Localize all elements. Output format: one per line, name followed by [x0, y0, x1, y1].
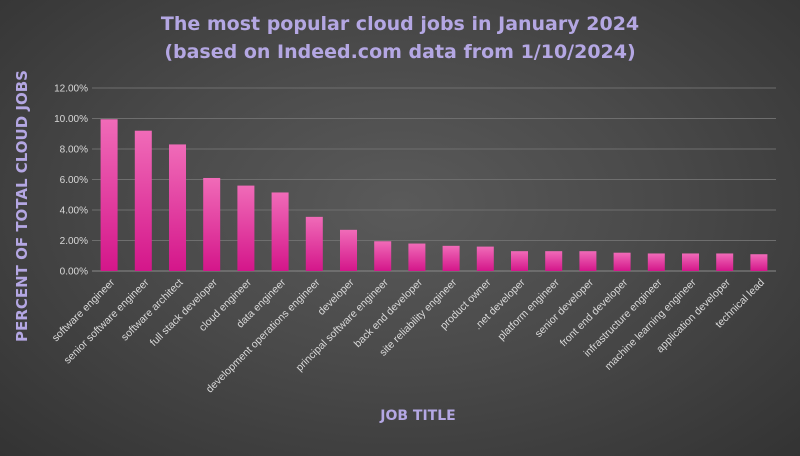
- bars: [100, 119, 768, 271]
- bar-2: [169, 144, 186, 271]
- bar-13: [545, 251, 563, 271]
- bar-5: [271, 192, 289, 271]
- gridlines: [92, 87, 776, 272]
- bar-7: [340, 229, 357, 271]
- chart-title: The most popular cloud jobs in January 2…: [160, 13, 640, 35]
- bar-19: [750, 254, 768, 271]
- bar-3: [203, 177, 221, 271]
- bar-10: [442, 245, 460, 271]
- bar-16: [647, 253, 665, 271]
- chart-title-block: The most popular cloud jobs in January 2…: [0, 10, 800, 66]
- x-tick-label: platform engineer: [496, 276, 563, 343]
- bar-6: [305, 216, 323, 271]
- bar-9: [408, 243, 426, 271]
- y-tick-label: 10.00%: [54, 114, 88, 125]
- bar-15: [613, 252, 631, 271]
- y-tick-label: 12.00%: [54, 84, 88, 95]
- y-tick-label: 2.00%: [60, 236, 88, 247]
- bar-17: [682, 253, 699, 271]
- bar-12: [511, 251, 528, 271]
- x-tick-label: software engineer: [50, 276, 118, 344]
- bar-18: [716, 253, 734, 271]
- y-tick-label: 0.00%: [60, 267, 88, 278]
- bar-8: [374, 241, 392, 271]
- y-tick-label: 6.00%: [60, 175, 88, 186]
- bar-4: [237, 185, 255, 271]
- x-tick-label: senior developer: [533, 276, 597, 340]
- y-axis-ticks: 0.00% 2.00% 4.00% 6.00% 8.00% 10.00% 12.00%: [54, 84, 88, 278]
- bar-11: [476, 246, 494, 271]
- y-tick-label: 8.00%: [60, 145, 88, 156]
- chart-subtitle: (based on Indeed.com data from 1/10/2024…: [164, 41, 636, 63]
- x-tick-label: software architect: [119, 277, 186, 344]
- y-axis-label: PERCENT OF TOTAL CLOUD JOBS: [13, 70, 31, 342]
- bar-1: [134, 130, 152, 271]
- y-tick-label: 4.00%: [60, 206, 88, 217]
- bar-14: [579, 251, 597, 271]
- x-axis-label: JOB TITLE: [379, 408, 455, 424]
- bar-0: [100, 119, 118, 271]
